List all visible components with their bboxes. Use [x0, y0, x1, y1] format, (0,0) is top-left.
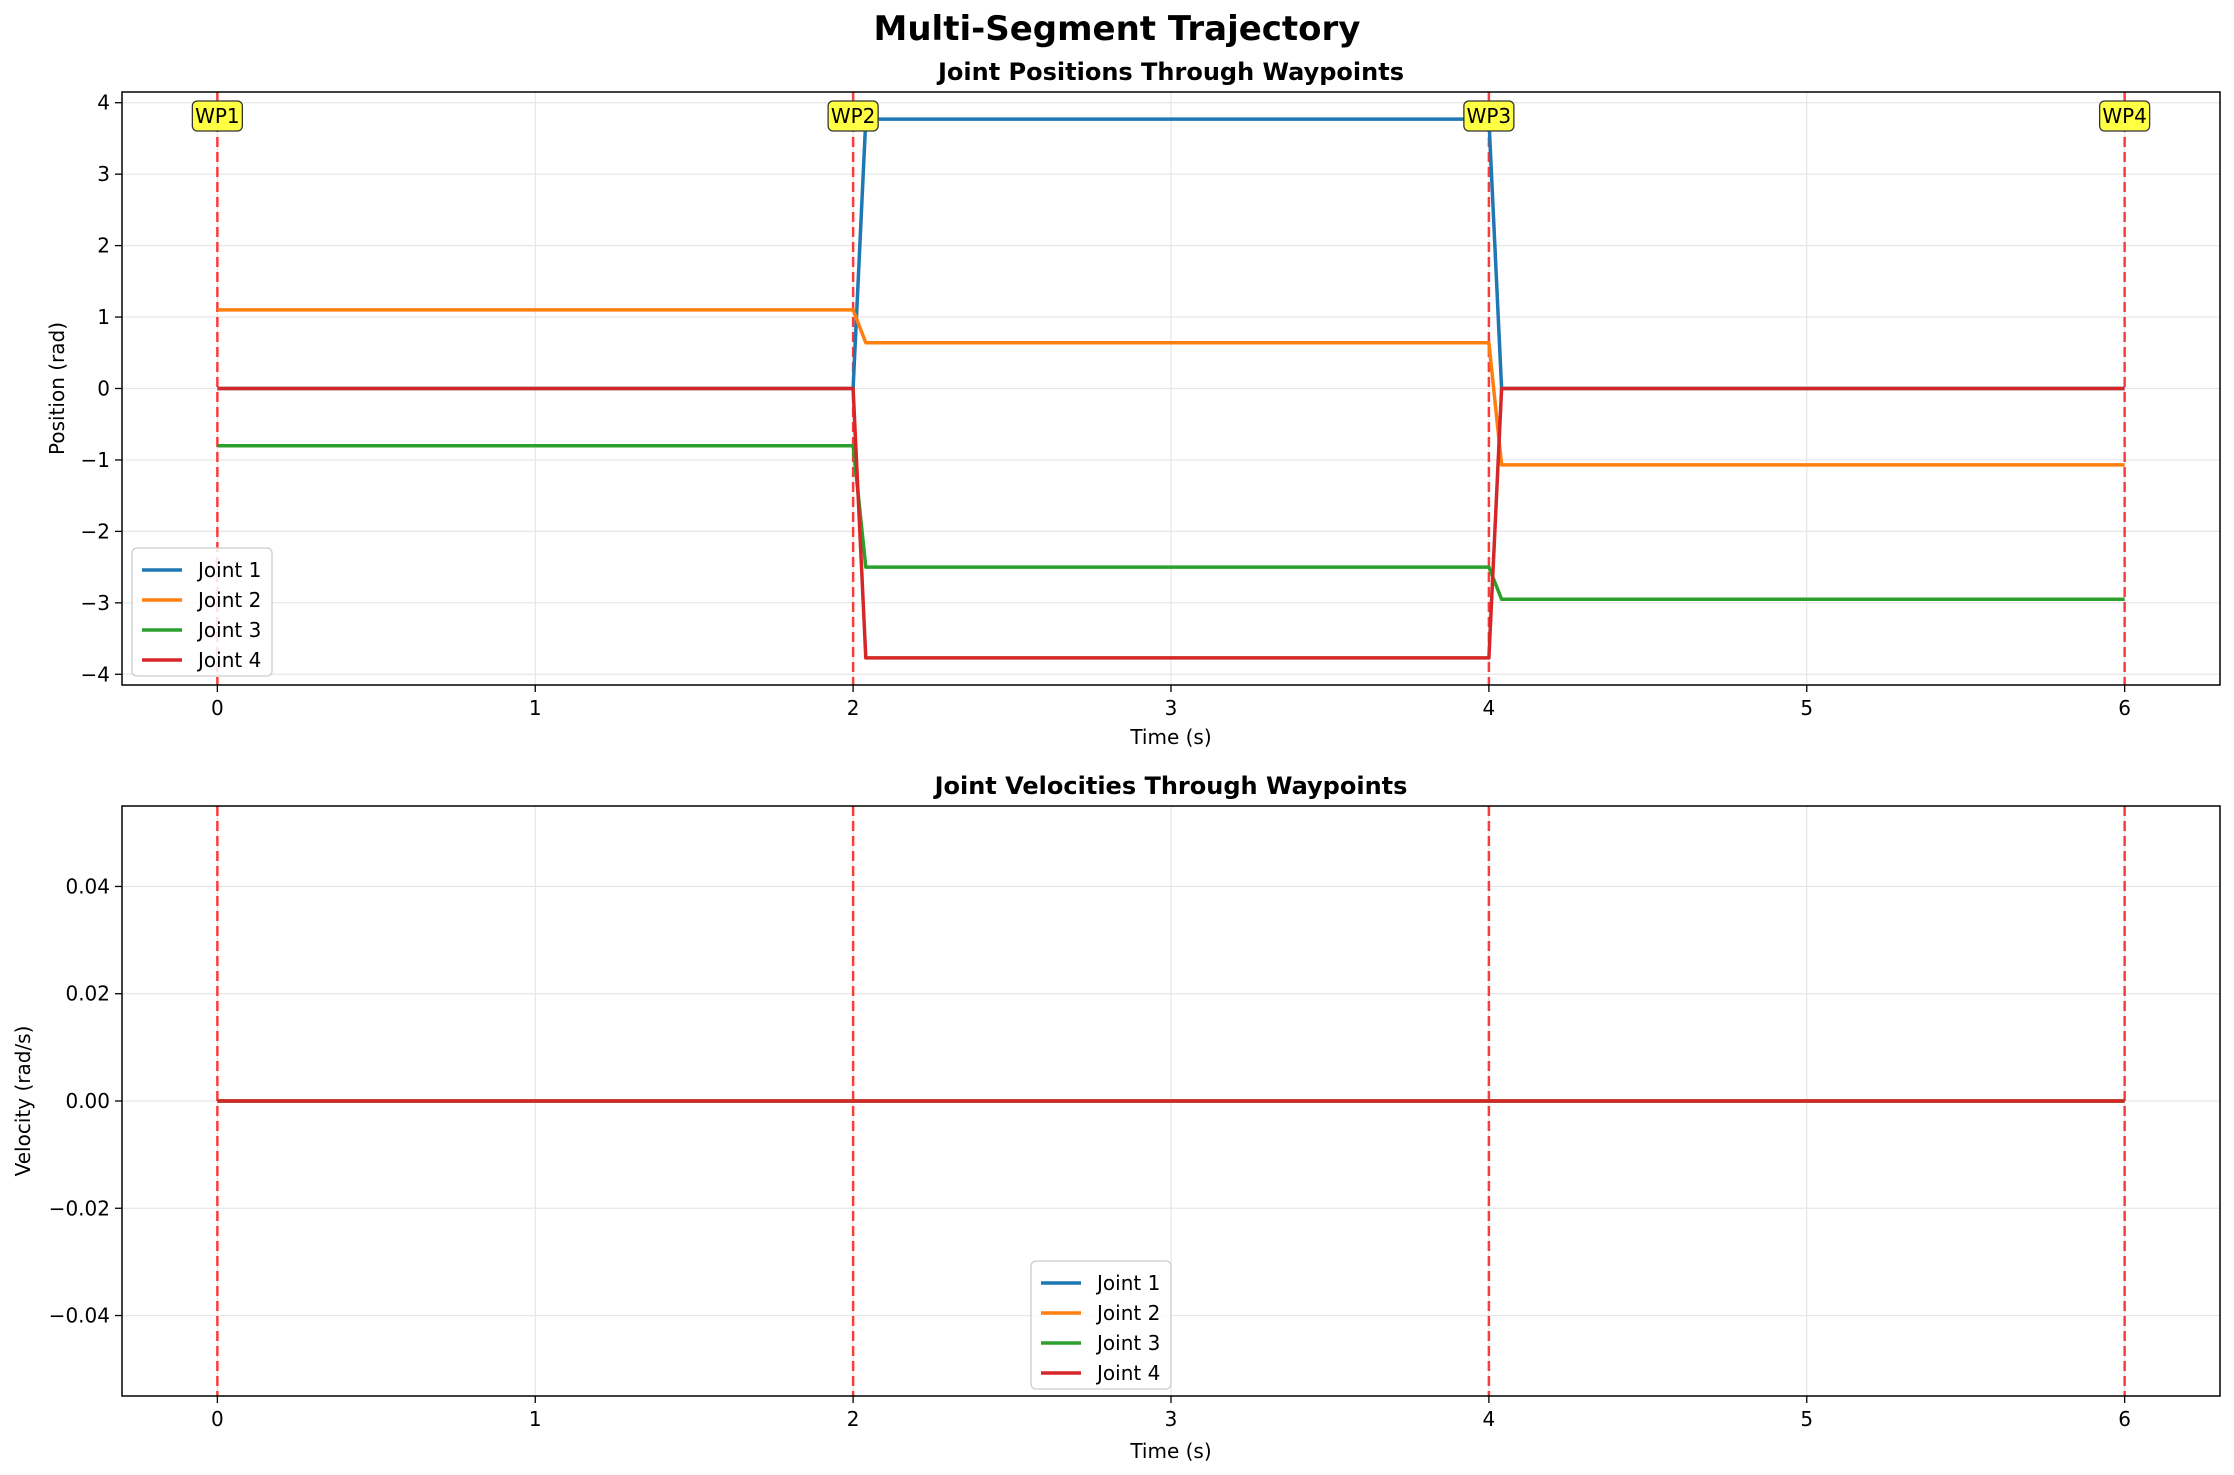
legend-label-2: Joint 2	[196, 588, 261, 612]
y-tick-label: 0.00	[65, 1089, 110, 1113]
legend-box	[131, 547, 273, 677]
x-axis-label: Time (s)	[1129, 725, 1211, 749]
x-tick-label: 2	[847, 1407, 860, 1431]
y-tick-label: −1	[81, 448, 110, 472]
waypoint-label-box	[2098, 100, 2151, 132]
legend-label-1: Joint 1	[1095, 1271, 1160, 1295]
y-tick-label: 2	[97, 234, 110, 258]
y-tick-label: −3	[81, 591, 110, 615]
waypoint-label-box	[191, 100, 244, 132]
x-tick-label: 1	[529, 1407, 542, 1431]
x-tick-label: 2	[847, 696, 860, 720]
waypoint-label-4: WP4	[2098, 100, 2151, 132]
legend-label-3: Joint 3	[1095, 1331, 1160, 1355]
y-tick-label: −2	[81, 519, 110, 543]
x-axis-label: Time (s)	[1129, 1439, 1211, 1463]
figure-title: Multi-Segment Trajectory	[874, 9, 1361, 49]
y-tick-label: −4	[81, 662, 110, 686]
x-tick-label: 3	[1165, 1407, 1178, 1431]
x-tick-label: 1	[529, 696, 542, 720]
x-tick-label: 0	[211, 696, 224, 720]
waypoint-label-text: WP4	[2102, 104, 2147, 128]
y-tick-label: −0.02	[49, 1196, 110, 1220]
y-tick-label: 0.04	[65, 874, 110, 898]
legend-label-4: Joint 4	[1095, 1361, 1160, 1385]
x-tick-label: 4	[1483, 696, 1496, 720]
legend-label-2: Joint 2	[1095, 1301, 1160, 1325]
series-group-1	[217, 117, 2125, 660]
waypoint-label-box	[827, 100, 879, 132]
subplot-title: Joint Positions Through Waypoints	[936, 58, 1404, 86]
waypoint-label-1: WP1	[191, 100, 244, 132]
y-axis-label: Velocity (rad/s)	[11, 1026, 35, 1177]
legend-label-3: Joint 3	[196, 618, 261, 642]
waypoint-label-text: WP3	[1467, 104, 1512, 128]
x-tick-label: 5	[1800, 696, 1813, 720]
plots-container: 0 1 2 3 4 5 6 −4 −3 −2 −1 0 1 2 3 4 Joint Positions Thro…	[11, 58, 2221, 1463]
y-tick-label: 3	[97, 162, 110, 186]
y-tick-label: −0.04	[49, 1304, 110, 1328]
legend-box	[1030, 1260, 1172, 1390]
waypoint-label-box	[1463, 100, 1515, 132]
subplot-2: 0 1 2 3 4 5 6 −0.04 −0.02 0.00 0.02 0.04 Joint Veloc…	[11, 772, 2221, 1463]
y-axis-label: Position (rad)	[45, 322, 69, 455]
series-line-2	[217, 308, 2125, 467]
x-tick-label: 3	[1165, 696, 1178, 720]
waypoint-label-text: WP1	[195, 104, 240, 128]
legend: Joint 1 Joint 2 Joint 3 Joint 4	[131, 547, 273, 677]
y-tick-label: 0.02	[65, 982, 110, 1006]
legend-label-1: Joint 1	[196, 558, 261, 582]
waypoint-label-text: WP2	[831, 104, 876, 128]
series-line-4	[217, 386, 2125, 660]
x-tick-label: 6	[2118, 1407, 2131, 1431]
legend-label-4: Joint 4	[196, 648, 261, 672]
subplot-1: 0 1 2 3 4 5 6 −4 −3 −2 −1 0 1 2 3 4 Joint Positions Thro…	[45, 58, 2221, 749]
x-tick-label: 4	[1483, 1407, 1496, 1431]
y-tick-label: 0	[97, 377, 110, 401]
waypoint-label-2: WP2	[827, 100, 879, 132]
subplot-title: Joint Velocities Through Waypoints	[933, 772, 1408, 800]
waypoint-label-3: WP3	[1463, 100, 1515, 132]
y-tick-label: 1	[97, 305, 110, 329]
series-line-3	[217, 443, 2125, 602]
x-tick-label: 0	[211, 1407, 224, 1431]
legend: Joint 1 Joint 2 Joint 3 Joint 4	[1030, 1260, 1172, 1390]
x-tick-label: 6	[2118, 696, 2131, 720]
y-tick-label: 4	[97, 91, 110, 115]
x-tick-label: 5	[1800, 1407, 1813, 1431]
